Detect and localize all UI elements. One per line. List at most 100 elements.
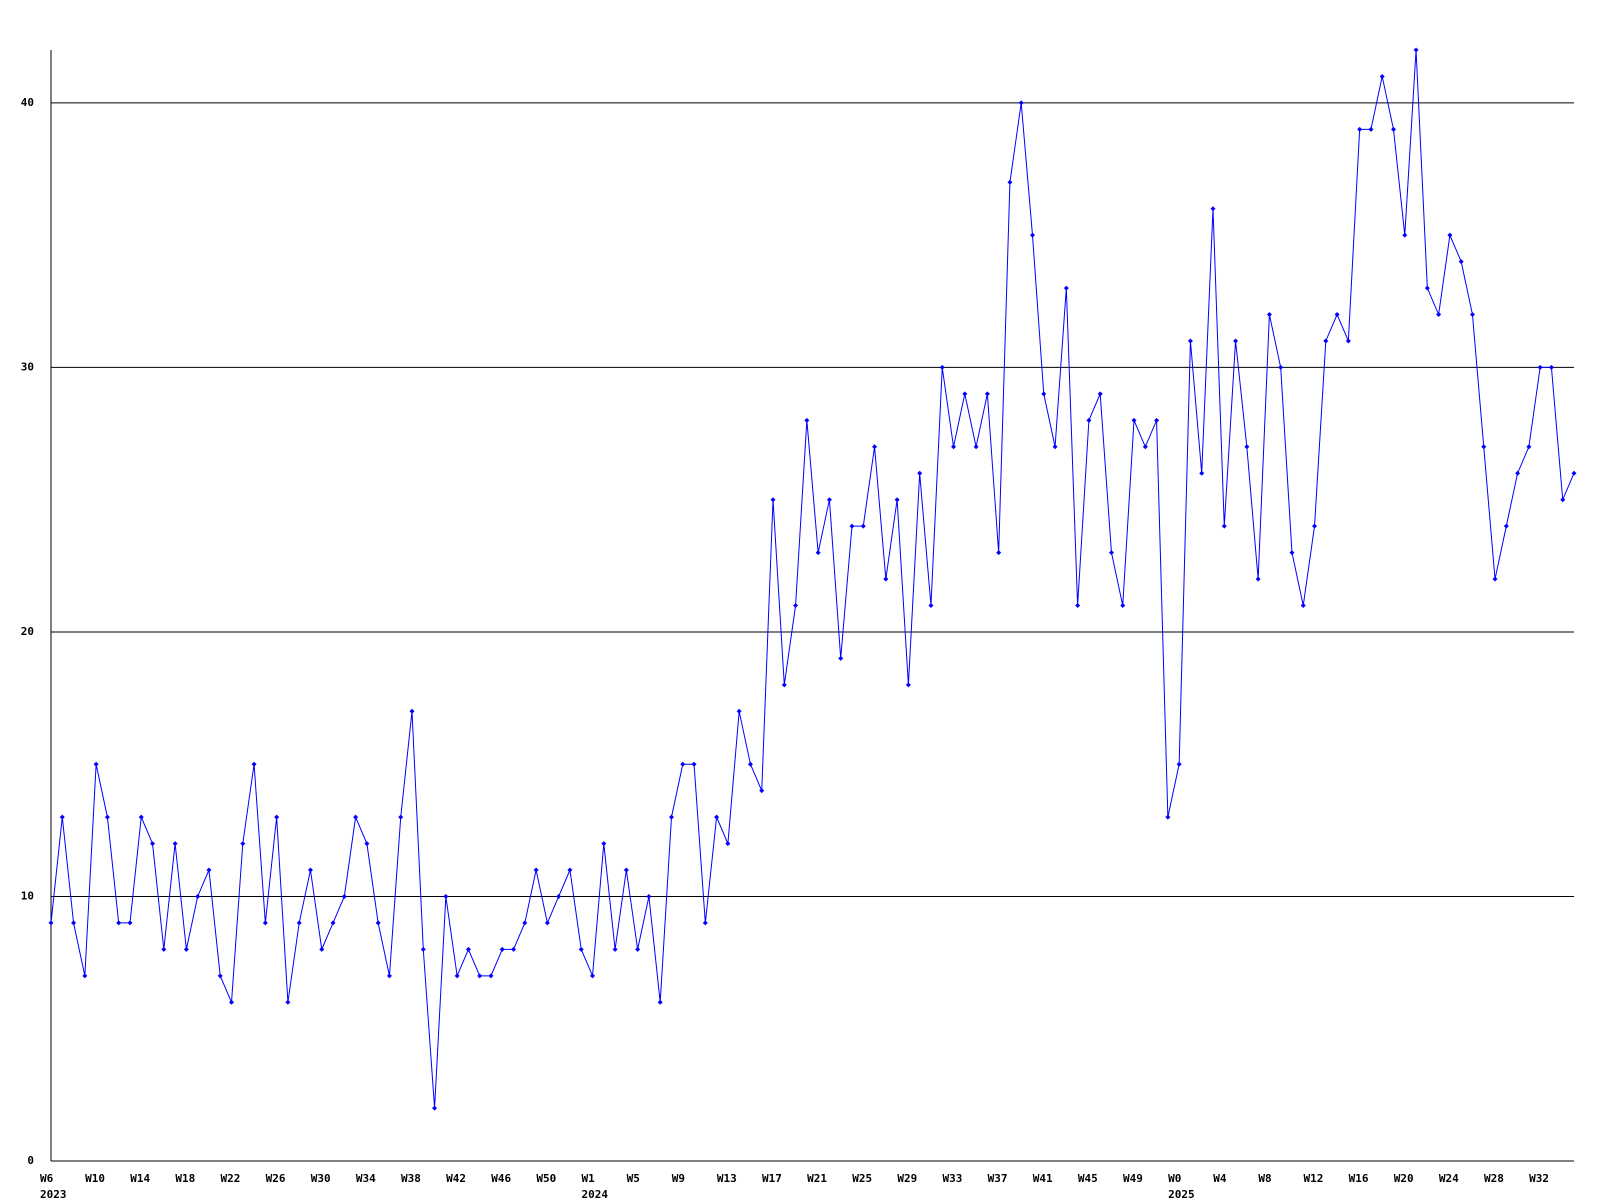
x-tick-label: W10 [85,1172,105,1185]
point-marker [826,497,832,503]
point-marker [951,444,957,450]
point-marker [1560,497,1566,503]
point-marker [71,920,77,926]
point-marker [1063,285,1069,291]
point-marker [533,867,539,873]
point-marker [962,391,968,397]
point-marker [1368,126,1374,132]
point-marker [556,893,562,899]
point-marker [973,444,979,450]
point-marker [1571,470,1577,476]
point-marker [680,761,686,767]
point-marker [872,444,878,450]
point-marker [1029,232,1035,238]
point-marker [465,946,471,952]
point-marker [375,920,381,926]
point-marker [1458,259,1464,265]
point-marker [544,920,550,926]
point-marker [274,814,280,820]
point-marker [161,946,167,952]
point-marker [928,603,934,608]
point-marker [905,682,911,688]
point-marker [59,814,65,820]
x-tick-label: W24 [1439,1172,1459,1185]
point-marker [499,946,505,952]
point-marker [353,814,359,820]
x-tick-label: W28 [1484,1172,1504,1185]
point-marker [217,973,223,979]
x-tick-label: W8 [1258,1172,1271,1185]
x-tick-label: W18 [175,1172,195,1185]
point-marker [1300,603,1306,608]
point-marker [1018,100,1024,106]
point-marker [883,576,889,582]
point-marker [781,682,787,688]
point-marker [668,814,674,820]
point-marker [1266,312,1272,318]
point-marker [1131,417,1137,423]
x-tick-label: W34 [356,1172,376,1185]
point-marker [93,761,99,767]
point-marker [1289,550,1295,556]
x-tick-label: W33 [943,1172,963,1185]
point-marker [296,920,302,926]
point-marker [612,946,618,952]
point-marker [82,973,88,979]
point-marker [398,814,404,820]
point-marker [1323,338,1329,344]
x-tick-label: W26 [266,1172,286,1185]
point-marker [127,920,133,926]
point-marker [522,920,528,926]
x-tick-label: W49 [1123,1172,1143,1185]
point-marker [104,814,110,820]
point-marker [251,761,257,767]
point-marker [917,470,923,476]
point-marker [984,391,990,397]
point-marker [48,920,54,926]
point-marker [454,973,460,979]
point-marker [1526,444,1532,450]
x-tick-label: W50 [536,1172,556,1185]
point-marker [736,708,742,714]
point-marker [341,893,347,899]
point-marker [240,841,246,847]
point-marker [1537,364,1543,370]
x-tick-label: W41 [1033,1172,1053,1185]
point-marker [1548,364,1554,370]
point-marker [488,973,494,979]
point-marker [307,867,313,873]
point-marker [443,893,449,899]
point-marker [578,946,584,952]
x-tick-label: W37 [988,1172,1008,1185]
x-tick-label: W4 [1213,1172,1227,1185]
point-marker [150,841,156,847]
x-tick-label: W14 [130,1172,150,1185]
point-marker [1165,814,1171,820]
point-marker [386,973,392,979]
point-marker [702,920,708,926]
point-marker [804,417,810,423]
x-tick-label: W30 [311,1172,331,1185]
point-marker [1424,285,1430,291]
point-marker [1199,470,1205,476]
line [50,49,1575,1109]
point-marker [1007,179,1013,185]
point-marker [116,920,122,926]
point-marker [657,999,663,1005]
point-marker [815,550,821,556]
x-tick-label: W13 [717,1172,737,1185]
point-marker [1233,338,1239,344]
y-tick-label: 0 [27,1154,34,1167]
x-tick-label: W0 [1168,1172,1181,1185]
point-marker [1312,523,1318,529]
point-marker [1503,523,1509,529]
point-marker [285,999,291,1005]
point-marker [319,946,325,952]
point-marker [1481,444,1487,450]
point-marker [1120,603,1126,608]
point-marker [1345,338,1351,344]
point-marker [1334,312,1340,318]
point-marker [860,523,866,529]
point-marker [420,946,426,952]
